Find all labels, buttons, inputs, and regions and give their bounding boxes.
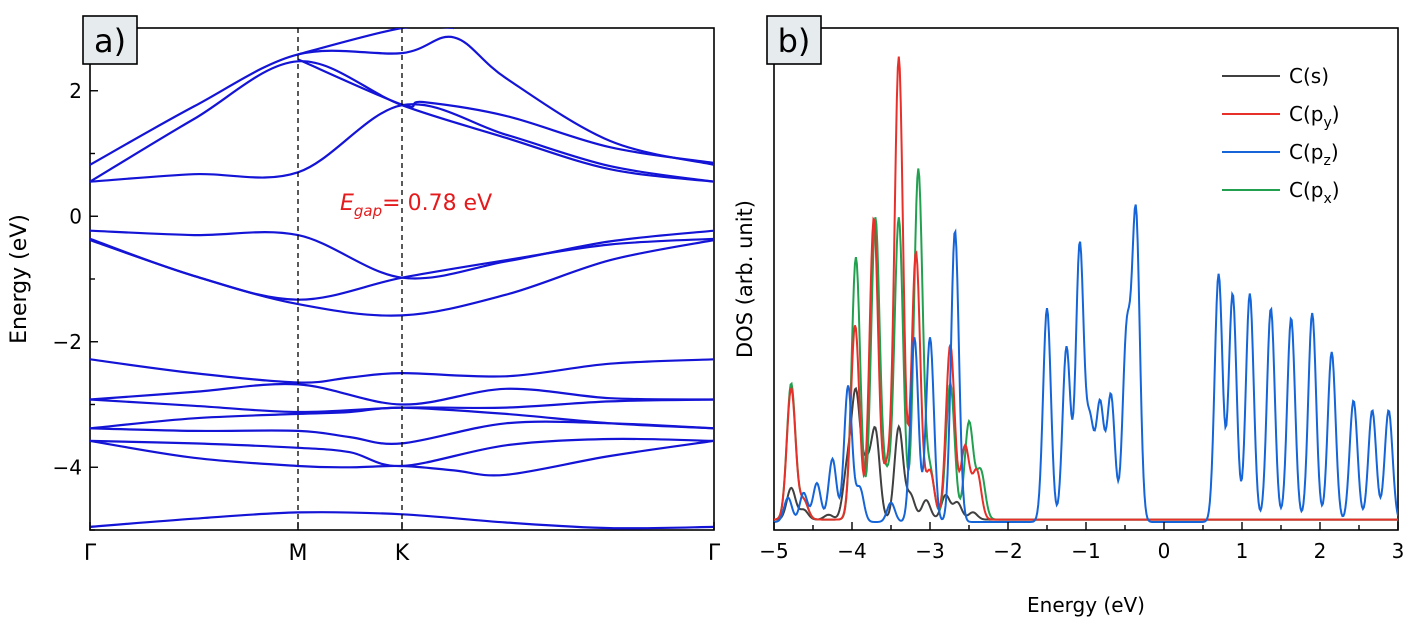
- legend-label-sub: z: [1323, 153, 1330, 169]
- dos-x-tick-label: −3: [915, 539, 944, 563]
- dos-legend: C(s)C(py)C(pz)C(px): [1222, 64, 1340, 207]
- band-lines: [90, 28, 714, 530]
- band-gap-annotation-subscript: gap: [354, 202, 382, 220]
- band-gap-annotation: Egap= 0.78 eV: [340, 191, 492, 220]
- dos-x-tick-label: −4: [837, 539, 866, 563]
- legend-label-C(px): C(px): [1289, 178, 1340, 207]
- legend-label-sub: x: [1323, 191, 1331, 207]
- dos-x-axis-ticks: −5 −4 −3 −2 −1 0 1 2 3: [759, 522, 1404, 563]
- dos-panel: −5 −4 −3 −2 −1 0 1 2 3 Energy (eV) DOS (arb. uni…: [733, 15, 1404, 617]
- legend-label-main: C(s): [1289, 64, 1329, 88]
- panel-b-label: b): [778, 22, 811, 60]
- dos-x-tick-label: −1: [1071, 539, 1100, 563]
- band-structure-panel: −4 −2 0 2 Γ M K Γ Energy (eV) Egap= 0.78 eV a): [7, 15, 721, 566]
- band-gap-annotation-value: = 0.78 eV: [382, 191, 492, 216]
- dos-x-tick-label: −2: [993, 539, 1022, 563]
- panel-b-label-box: b): [766, 15, 822, 65]
- dos-curves: [774, 56, 1398, 523]
- panel-a-label-box: a): [82, 15, 138, 65]
- band-y-axis-label: Energy (eV): [7, 214, 32, 344]
- legend-label-main: C(p: [1289, 178, 1323, 202]
- dos-x-tick-label: 2: [1314, 539, 1327, 563]
- band-y-tick-label: 2: [69, 79, 82, 103]
- kpoint-label: Γ: [84, 541, 97, 566]
- dos-x-tick-label: 1: [1236, 539, 1249, 563]
- legend-label-main: C(p: [1289, 140, 1323, 164]
- band-15: [297, 28, 454, 56]
- dos-x-tick-label: 0: [1158, 539, 1171, 563]
- legend-label-close: ): [1331, 140, 1339, 164]
- kpoint-label: M: [289, 541, 308, 566]
- band-y-tick-label: −4: [53, 455, 82, 479]
- high-symmetry-lines: [297, 28, 403, 530]
- kpoint-label: Γ: [708, 541, 721, 566]
- legend-label-C(pz): C(pz): [1289, 140, 1339, 169]
- band-y-tick-label: −2: [53, 330, 82, 354]
- kpoint-label: K: [395, 541, 410, 566]
- dos-curve-C(py): [774, 56, 1398, 521]
- legend-label-close: ): [1332, 102, 1340, 126]
- dos-curve-C(pz): [774, 204, 1398, 523]
- band-8: [90, 358, 714, 384]
- legend-label-close: ): [1332, 178, 1340, 202]
- dos-y-axis-label: DOS (arb. unit): [733, 200, 757, 358]
- band-y-tick-label: 0: [69, 204, 82, 228]
- band-11: [90, 229, 714, 280]
- legend-label-sub: y: [1323, 115, 1331, 131]
- legend-label-C(s): C(s): [1289, 64, 1329, 88]
- legend-label-main: C(p: [1289, 102, 1323, 126]
- dos-x-tick-label: 3: [1392, 539, 1405, 563]
- dos-x-tick-label: −5: [759, 539, 788, 563]
- band-7: [90, 382, 714, 406]
- band-y-axis-ticks: −4 −2 0 2: [53, 27, 98, 531]
- legend-label-C(py): C(py): [1289, 102, 1340, 131]
- band-16: [297, 58, 714, 164]
- band-14: [90, 35, 714, 166]
- band-gap-annotation-prefix: E: [340, 191, 354, 216]
- dos-x-axis-label: Energy (eV): [1027, 593, 1145, 617]
- panel-a-label: a): [94, 22, 126, 60]
- band-3: [90, 437, 714, 468]
